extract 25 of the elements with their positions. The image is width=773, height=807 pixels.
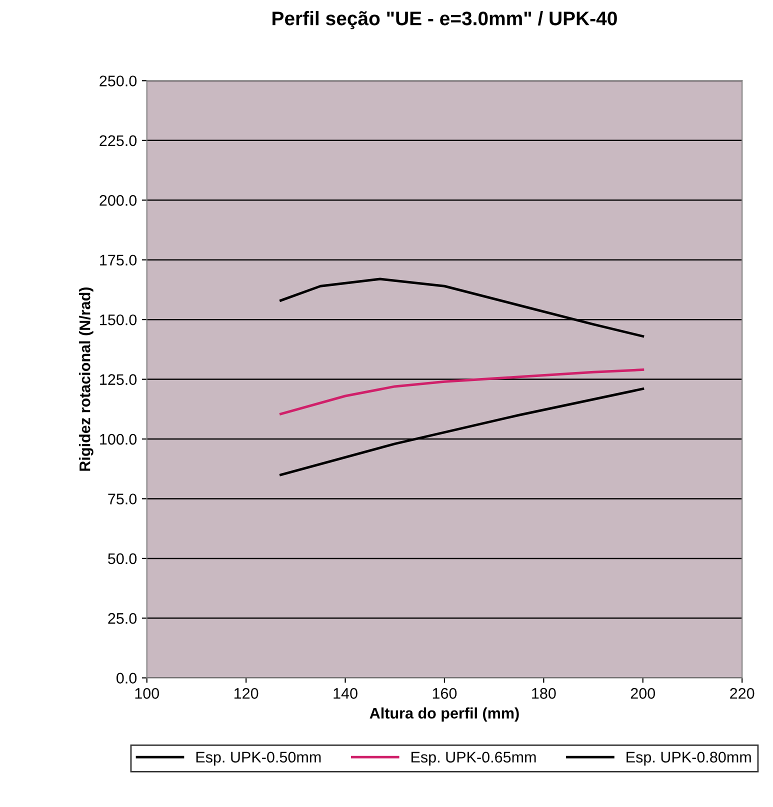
- legend-label: Esp. UPK-0.50mm: [196, 752, 321, 766]
- y-tick-label: 250.0: [100, 76, 137, 86]
- legend-label: Esp. UPK-0.65mm: [412, 752, 536, 766]
- x-tick-label: 220: [730, 688, 754, 699]
- y-tick-label: 175.0: [100, 254, 137, 266]
- chart-title: Perfil seção "UE - e=3.0mm" / UPK-40: [272, 11, 617, 30]
- y-tick-label: 125.0: [100, 374, 137, 385]
- x-tick-label: 180: [532, 688, 556, 699]
- x-axis-title: Altura do perfil (mm): [370, 707, 519, 722]
- y-tick-label: 225.0: [100, 135, 137, 146]
- y-tick-label: 75.0: [108, 494, 137, 504]
- y-tick-label: 150.0: [100, 314, 137, 326]
- legend-label: Esp. UPK-0.80mm: [626, 752, 751, 766]
- y-tick-label: 50.0: [108, 553, 137, 564]
- x-tick-label: 200: [630, 688, 656, 699]
- x-tick-label: 140: [334, 688, 358, 699]
- y-axis-title: Rigidez rotacional (N/rad): [79, 288, 94, 471]
- y-tick-label: 0.0: [116, 672, 137, 684]
- x-tick-label: 100: [135, 688, 160, 699]
- y-tick-label: 25.0: [108, 613, 137, 624]
- x-tick-label: 120: [234, 688, 258, 699]
- line-series: [280, 368, 644, 416]
- x-tick-label: 160: [432, 688, 457, 699]
- y-tick-label: 100.0: [100, 434, 137, 445]
- y-tick-label: 200.0: [100, 195, 137, 206]
